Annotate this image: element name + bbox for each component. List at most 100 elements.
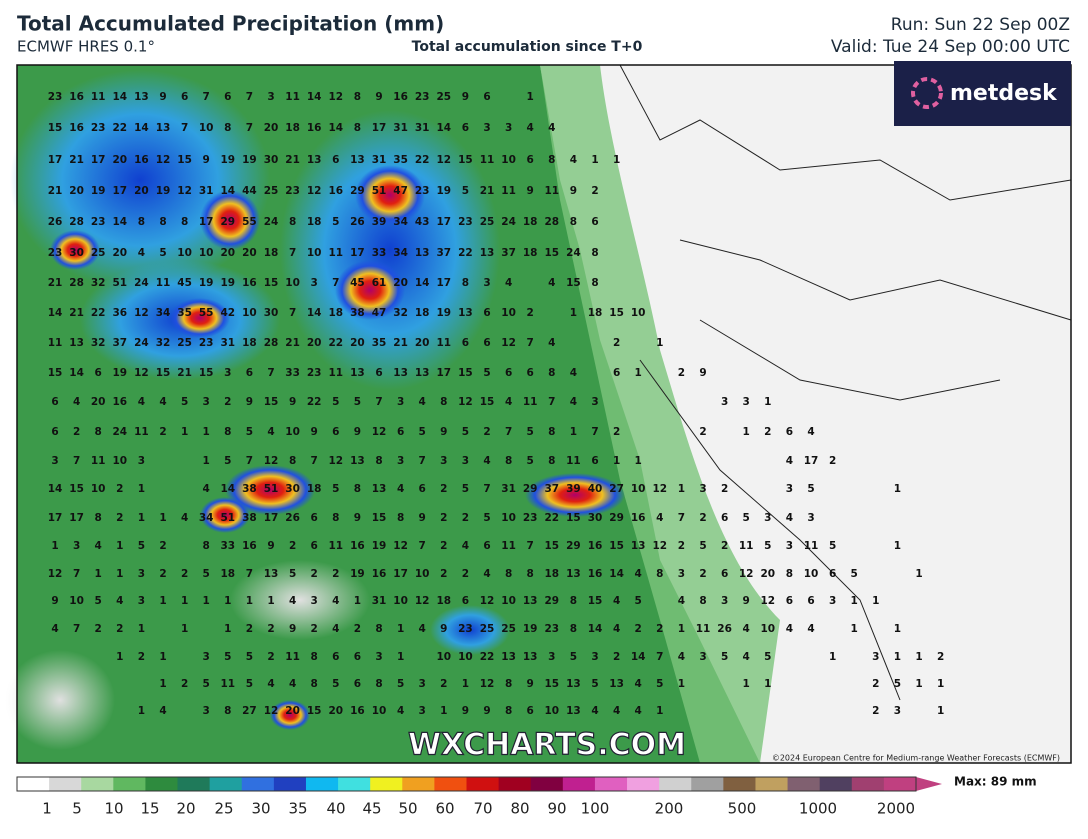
grid-value: 5 — [807, 483, 814, 495]
grid-value: 20 — [760, 568, 775, 580]
colorbar: 1 5 10 15 20 25 30 35 40 45 50 60 70 80 90 100 200 500 100… — [16, 776, 942, 818]
grid-value: 1 — [613, 455, 620, 467]
grid-value: 13 — [566, 705, 581, 717]
grid-value: 1 — [894, 540, 901, 552]
colorbar-swatch — [498, 777, 532, 791]
grid-value: 6 — [354, 651, 361, 663]
grid-value: 1 — [678, 483, 685, 495]
grid-value: 22 — [307, 396, 322, 408]
grid-value: 4 — [570, 367, 577, 379]
grid-value: 15 — [264, 277, 279, 289]
grid-value: 17 — [436, 277, 451, 289]
grid-value: 2 — [613, 651, 620, 663]
grid-value: 6 — [483, 337, 490, 349]
grid-value: 43 — [415, 216, 430, 228]
grid-value: 18 — [307, 483, 322, 495]
grid-value: 12 — [652, 540, 667, 552]
grid-value: 6 — [311, 512, 318, 524]
max-label: Max: 89 mm — [954, 775, 1037, 789]
grid-value: 6 — [224, 91, 231, 103]
grid-value: 14 — [48, 483, 63, 495]
grid-value: 14 — [436, 122, 451, 134]
grid-value: 19 — [242, 154, 257, 166]
grid-value: 1 — [678, 623, 685, 635]
grid-value: 5 — [203, 568, 210, 580]
grid-value: 5 — [462, 426, 469, 438]
grid-value: 4 — [635, 568, 642, 580]
grid-value: 8 — [95, 512, 102, 524]
grid-value: 3 — [786, 540, 793, 552]
grid-value: 2 — [116, 512, 123, 524]
grid-value: 23 — [544, 623, 559, 635]
grid-value: 12 — [264, 455, 279, 467]
grid-value: 14 — [112, 216, 127, 228]
grid-value: 51 — [372, 185, 387, 197]
grid-value: 6 — [786, 426, 793, 438]
grid-value: 16 — [134, 154, 149, 166]
grid-value: 38 — [350, 307, 365, 319]
grid-value: 23 — [415, 91, 430, 103]
grid-value: 18 — [307, 216, 322, 228]
grid-value: 21 — [48, 277, 63, 289]
grid-value: 6 — [721, 512, 728, 524]
grid-value: 15 — [609, 540, 624, 552]
grid-value: 2 — [332, 568, 339, 580]
grid-value: 6 — [332, 154, 339, 166]
grid-value: 16 — [631, 512, 646, 524]
grid-value: 8 — [699, 595, 706, 607]
grid-value: 5 — [764, 651, 771, 663]
grid-value: 5 — [591, 678, 598, 690]
grid-value: 6 — [786, 595, 793, 607]
grid-value: 30 — [264, 154, 279, 166]
grid-value: 9 — [267, 540, 274, 552]
grid-value: 1 — [764, 396, 771, 408]
grid-value: 31 — [372, 595, 387, 607]
grid-value: 15 — [307, 705, 322, 717]
grid-value: 14 — [328, 122, 343, 134]
grid-value: 16 — [588, 568, 603, 580]
grid-value: 4 — [786, 512, 793, 524]
grid-value: 16 — [242, 277, 257, 289]
grid-value: 20 — [328, 705, 343, 717]
grid-value: 20 — [242, 247, 257, 259]
grid-value: 9 — [570, 185, 577, 197]
grid-value: 24 — [264, 216, 279, 228]
grid-value: 3 — [311, 595, 318, 607]
grid-value: 10 — [631, 307, 646, 319]
grid-value: 8 — [289, 216, 296, 228]
grid-value: 10 — [544, 705, 559, 717]
grid-value: 20 — [134, 185, 149, 197]
grid-value: 1 — [570, 307, 577, 319]
grid-value: 15 — [69, 483, 84, 495]
colorbar-swatch — [723, 777, 756, 791]
grid-value: 6 — [354, 678, 361, 690]
grid-value: 29 — [566, 540, 581, 552]
grid-value: 21 — [177, 367, 192, 379]
grid-value: 18 — [264, 247, 279, 259]
grid-value: 1 — [678, 678, 685, 690]
grid-value: 7 — [311, 455, 318, 467]
grid-value: 17 — [436, 367, 451, 379]
grid-value: 4 — [505, 277, 512, 289]
grid-value: 7 — [419, 455, 426, 467]
grid-value: 11 — [523, 396, 538, 408]
grid-value: 12 — [415, 595, 430, 607]
grid-value: 5 — [419, 426, 426, 438]
grid-value: 19 — [220, 277, 235, 289]
grid-value: 29 — [544, 595, 559, 607]
grid-value: 7 — [527, 540, 534, 552]
grid-value: 1 — [138, 512, 145, 524]
colorbar-swatch — [49, 777, 82, 791]
grid-value: 2 — [872, 705, 879, 717]
grid-value: 1 — [159, 595, 166, 607]
grid-value: 7 — [73, 568, 80, 580]
grid-value: 14 — [134, 122, 149, 134]
grid-value: 26 — [717, 623, 732, 635]
grid-value: 19 — [156, 185, 171, 197]
grid-value: 1 — [915, 568, 922, 580]
grid-value: 31 — [501, 483, 516, 495]
grid-value: 1 — [181, 595, 188, 607]
grid-value: 5 — [246, 426, 253, 438]
grid-value: 1 — [570, 426, 577, 438]
